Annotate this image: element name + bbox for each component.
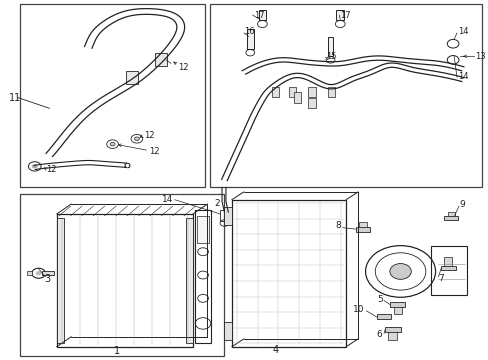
Circle shape xyxy=(134,137,139,140)
Circle shape xyxy=(389,264,410,279)
Bar xyxy=(444,216,457,220)
Text: 17: 17 xyxy=(340,10,350,19)
Bar xyxy=(57,218,64,343)
Text: 4: 4 xyxy=(272,345,278,355)
Text: 13: 13 xyxy=(474,52,485,61)
Text: 15: 15 xyxy=(325,52,335,61)
Bar xyxy=(430,246,466,295)
Bar xyxy=(195,211,210,343)
Bar xyxy=(447,212,454,216)
Bar xyxy=(376,315,390,319)
Bar xyxy=(327,87,335,97)
Bar xyxy=(440,266,455,270)
Text: 12: 12 xyxy=(178,63,188,72)
Bar xyxy=(20,4,204,187)
Bar xyxy=(27,271,32,275)
Bar xyxy=(20,194,224,356)
Text: 6: 6 xyxy=(376,330,382,339)
Bar xyxy=(307,98,315,108)
Bar xyxy=(271,87,279,97)
Bar xyxy=(155,53,167,66)
Bar xyxy=(126,71,138,84)
Bar xyxy=(359,222,366,226)
Text: 3: 3 xyxy=(44,274,50,284)
Bar xyxy=(224,321,231,339)
Bar xyxy=(258,10,266,21)
Text: 12: 12 xyxy=(143,131,154,140)
Text: 14: 14 xyxy=(457,72,468,81)
Text: 12: 12 xyxy=(46,166,57,175)
Bar xyxy=(57,214,192,347)
Bar xyxy=(393,307,401,315)
Text: 14: 14 xyxy=(162,195,173,204)
Text: 9: 9 xyxy=(458,200,464,209)
Text: 16: 16 xyxy=(244,27,254,36)
Bar xyxy=(336,10,344,21)
Bar xyxy=(197,216,208,243)
Text: 11: 11 xyxy=(9,93,21,103)
Bar xyxy=(247,30,253,49)
Bar xyxy=(355,226,369,232)
Bar xyxy=(327,37,333,56)
Text: 14: 14 xyxy=(457,27,468,36)
Text: 17: 17 xyxy=(253,10,264,19)
Text: 7: 7 xyxy=(438,274,444,283)
Text: 2: 2 xyxy=(214,199,220,208)
Bar xyxy=(293,93,301,103)
Bar xyxy=(387,332,396,339)
Bar xyxy=(224,207,231,225)
Bar xyxy=(185,218,192,343)
Circle shape xyxy=(110,142,115,146)
Bar xyxy=(389,302,405,307)
Bar xyxy=(444,257,451,266)
Bar xyxy=(307,87,315,97)
Bar xyxy=(288,87,296,97)
Circle shape xyxy=(36,271,41,275)
Bar xyxy=(42,271,54,275)
Bar xyxy=(219,211,229,221)
Bar xyxy=(231,200,346,347)
Bar xyxy=(209,4,481,187)
Text: 10: 10 xyxy=(352,305,364,314)
Text: 1: 1 xyxy=(114,346,120,356)
Text: 12: 12 xyxy=(148,147,159,156)
Text: 5: 5 xyxy=(376,294,382,303)
Circle shape xyxy=(32,164,38,168)
Text: 8: 8 xyxy=(335,221,341,230)
Bar xyxy=(384,327,400,332)
